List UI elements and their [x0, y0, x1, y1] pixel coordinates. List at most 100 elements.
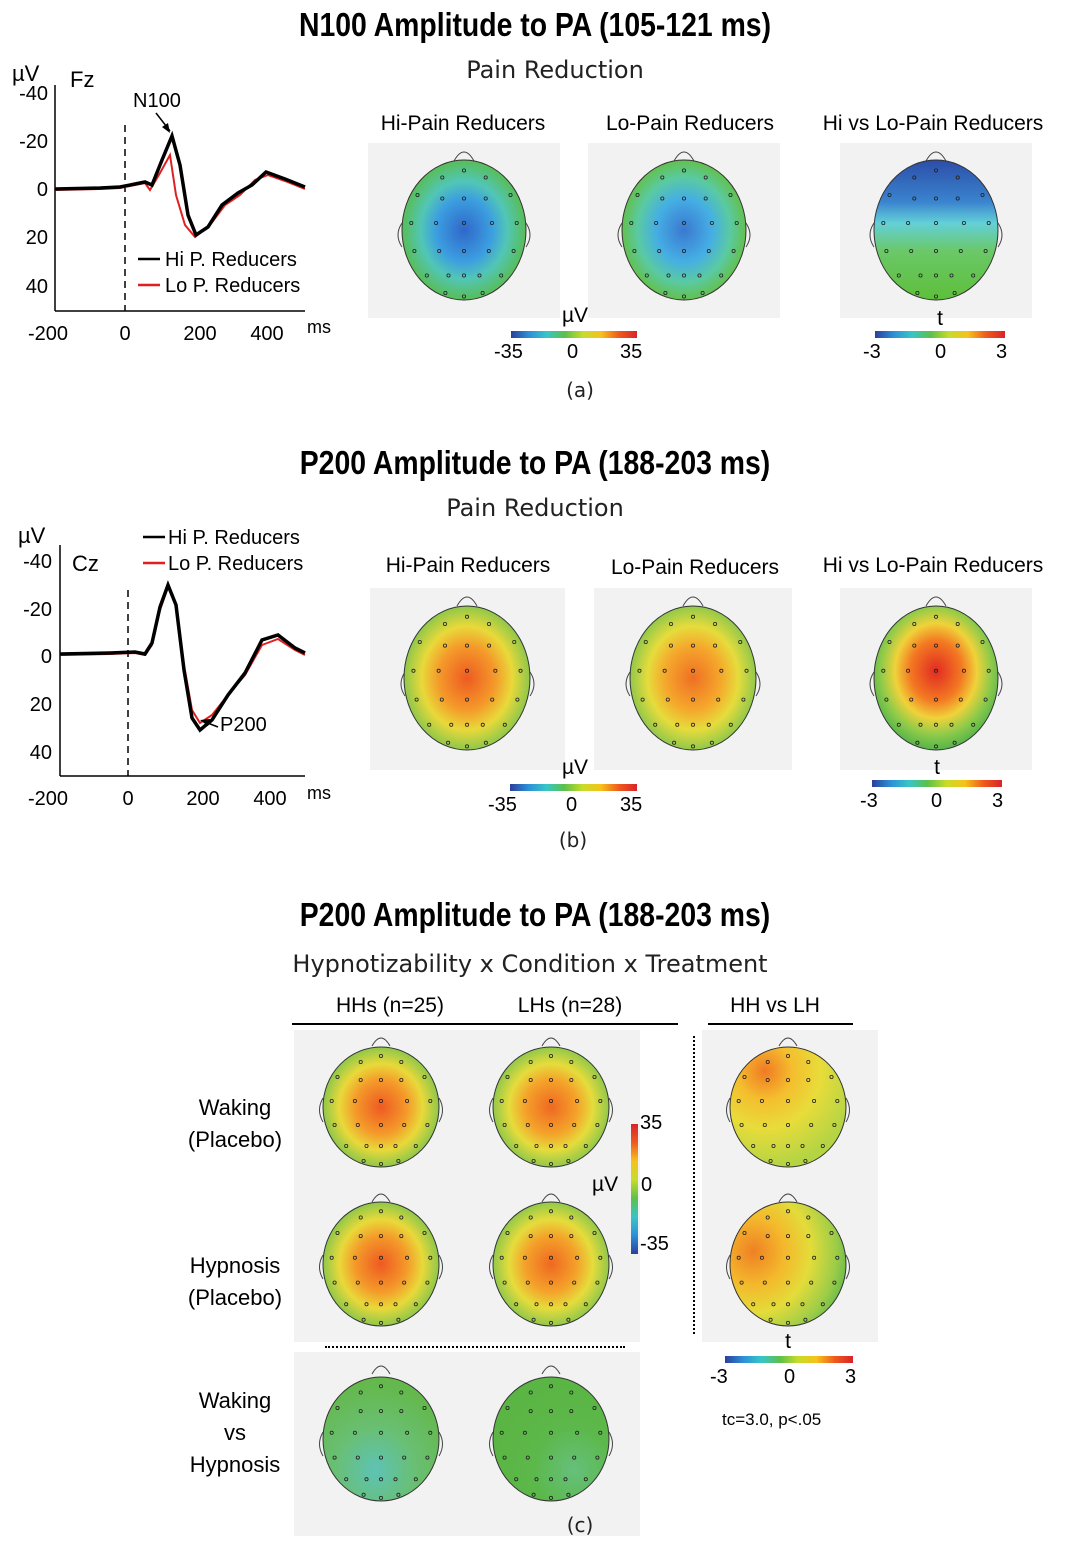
erp-electrode: Cz	[72, 551, 99, 576]
topomap-b-lo	[594, 588, 792, 770]
colorbar-a-t-label: t	[937, 307, 943, 330]
colorbar-c-uv	[631, 1124, 638, 1254]
column-label-hh: HHs (n=25)	[336, 994, 444, 1017]
svg-text:-20: -20	[23, 599, 52, 621]
topomap-c-diff-hypnosis	[726, 1193, 850, 1327]
colorbar-b-t-max: 3	[992, 790, 1004, 812]
erp-x-ticks: -200 0 200 400	[28, 788, 287, 810]
topomap-c-lh-contrast	[489, 1365, 613, 1502]
map-label-lo: Lo-Pain Reducers	[605, 112, 775, 135]
erp-electrode: Fz	[70, 67, 94, 92]
erp-trace-hi	[54, 130, 306, 238]
colorbar-b-uv-max: 35	[620, 794, 643, 816]
colorbar-a-t	[875, 331, 1005, 338]
erp-legend-lo: Lo P. Reducers	[168, 553, 303, 575]
map-label-hi: Hi-Pain Reducers	[385, 554, 551, 577]
topomap-c-hh-hypnosis	[319, 1193, 443, 1327]
svg-text:-200: -200	[28, 788, 68, 810]
svg-text:40: 40	[26, 276, 48, 298]
erp-x-unit: ms	[307, 317, 331, 337]
erp-legend-hi: Hi P. Reducers	[165, 249, 297, 271]
erp-unit: µV	[18, 523, 46, 548]
erp-unit: µV	[12, 61, 40, 86]
colorbar-b-uv-label: µV	[561, 756, 589, 779]
topomap-c-diff-waking	[726, 1037, 850, 1168]
erp-legend-lo: Lo P. Reducers	[165, 275, 300, 297]
map-label-hi: Hi-Pain Reducers	[380, 112, 546, 135]
colorbar-a-uv-min: -35	[494, 341, 523, 363]
row-label-hypnosis: Hypnosis (Placebo)	[187, 1253, 283, 1310]
colorbar-b-t	[872, 780, 1002, 787]
panel-a-erp-plot: µV Fz -40 -20 0 20 40 -200 0 200 400 ms …	[12, 61, 331, 345]
colorbar-b-uv-mid: 0	[566, 794, 578, 816]
panel-a-subtitle: Pain Reduction	[466, 56, 644, 84]
panel-c-title: P200 Amplitude to PA (188-203 ms)	[299, 896, 771, 933]
panel-a-title: N100 Amplitude to PA (105-121 ms)	[298, 6, 772, 43]
svg-text:20: 20	[26, 227, 48, 249]
row-label-waking: Waking (Placebo)	[187, 1095, 283, 1152]
map-label-diff: Hi vs Lo-Pain Reducers	[822, 112, 1044, 135]
topomap-c-hh-contrast	[319, 1365, 443, 1502]
panel-b-title: P200 Amplitude to PA (188-203 ms)	[299, 444, 771, 481]
colorbar-c-t-mid: 0	[784, 1366, 796, 1388]
topomap-b-hi	[370, 588, 565, 770]
topomap-a-hi	[368, 143, 560, 318]
erp-y-ticks: -40 -20 0 20 40	[23, 551, 52, 764]
map-label-diff: Hi vs Lo-Pain Reducers	[822, 554, 1044, 577]
colorbar-a-t-max: 3	[996, 341, 1008, 363]
column-separator	[693, 1036, 695, 1334]
column-underline-diff	[708, 1023, 853, 1025]
topomap-a-diff	[840, 143, 1032, 318]
panel-b-subtitle: Pain Reduction	[446, 494, 624, 522]
topomap-group-hh-lh	[294, 1030, 640, 1342]
colorbar-a-uv-max: 35	[620, 341, 643, 363]
column-underline-groups	[292, 1023, 678, 1025]
svg-text:-40: -40	[23, 551, 52, 573]
colorbar-a-uv-mid: 0	[567, 341, 579, 363]
colorbar-a-t-mid: 0	[935, 341, 947, 363]
erp-peak-label: P200	[220, 714, 267, 736]
colorbar-a-uv-label: µV	[561, 304, 589, 327]
colorbar-c-t-min: -3	[710, 1366, 728, 1388]
svg-text:-200: -200	[28, 323, 68, 345]
erp-legend-hi: Hi P. Reducers	[168, 527, 300, 549]
svg-text:400: 400	[250, 323, 283, 345]
erp-trace-hi	[59, 580, 306, 733]
colorbar-c-t-max: 3	[845, 1366, 857, 1388]
svg-text:0: 0	[122, 788, 133, 810]
topomap-c-lh-waking	[489, 1037, 613, 1168]
svg-text:-40: -40	[19, 83, 48, 105]
topomap-group-hh-vs-lh	[702, 1030, 878, 1342]
stat-note: tc=3.0, p<.05	[722, 1410, 822, 1429]
colorbar-c-uv-max: 35	[640, 1112, 663, 1134]
svg-text:200: 200	[183, 323, 216, 345]
svg-text:40: 40	[30, 742, 52, 764]
topomap-group-contrast	[294, 1352, 640, 1536]
svg-text:0: 0	[41, 646, 52, 668]
svg-text:0: 0	[119, 323, 130, 345]
row-label-waking-vs-hypnosis: Waking vs Hypnosis	[189, 1388, 281, 1477]
svg-text:-20: -20	[19, 131, 48, 153]
map-label-lo: Lo-Pain Reducers	[610, 556, 780, 579]
colorbar-c-t-label: t	[785, 1330, 791, 1353]
erp-x-unit: ms	[307, 783, 331, 803]
svg-text:400: 400	[253, 788, 286, 810]
erp-peak-label: N100	[133, 90, 181, 112]
colorbar-b-t-min: -3	[860, 790, 878, 812]
colorbar-a-t-min: -3	[863, 341, 881, 363]
svg-text:200: 200	[186, 788, 219, 810]
panel-b-label: (b)	[558, 828, 588, 852]
topomap-a-lo	[588, 143, 780, 318]
panel-c-subtitle: Hypnotizability x Condition x Treatment	[292, 950, 768, 978]
colorbar-b-t-mid: 0	[931, 790, 943, 812]
row-separator	[325, 1346, 625, 1348]
svg-text:20: 20	[30, 694, 52, 716]
colorbar-c-uv-min: -35	[640, 1233, 669, 1255]
colorbar-c-t	[725, 1356, 853, 1363]
erp-x-ticks: -200 0 200 400	[28, 323, 284, 345]
colorbar-b-t-label: t	[934, 756, 940, 779]
column-label-diff: HH vs LH	[730, 994, 820, 1017]
colorbar-c-uv-mid: 0	[641, 1174, 653, 1196]
panel-b-erp-plot: µV Cz -40 -20 0 20 40 -200 0 200 400 ms …	[18, 523, 331, 810]
svg-text:0: 0	[37, 179, 48, 201]
